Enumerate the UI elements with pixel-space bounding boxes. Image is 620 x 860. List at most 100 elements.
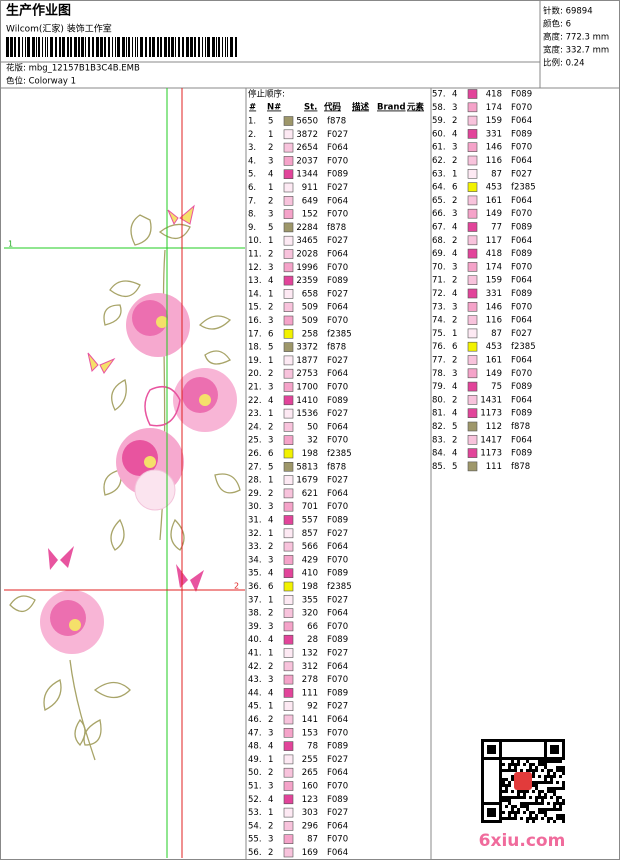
qr-module (514, 739, 517, 742)
needle-number: 5 (268, 223, 273, 233)
qr-module (520, 739, 523, 742)
row-number: 7. (248, 196, 256, 206)
stitch-count: 258 (302, 329, 318, 339)
qr-module (562, 748, 565, 751)
row-number: 5. (248, 170, 256, 180)
needle-number: 4 (268, 569, 273, 579)
color-swatch (283, 235, 294, 246)
qr-module (505, 796, 508, 799)
color-swatch (283, 249, 294, 259)
row-number: 60. (432, 129, 446, 139)
qr-module (481, 757, 484, 760)
color-swatch (283, 275, 294, 286)
bar (22, 37, 23, 57)
color-swatch (283, 342, 294, 352)
qr-module (493, 820, 496, 823)
qr-module (487, 802, 490, 805)
color-swatch (283, 714, 294, 725)
stitch-count: 509 (302, 303, 318, 313)
needle-number: 2 (452, 356, 457, 366)
needle-number: 4 (452, 449, 457, 459)
qr-module (499, 811, 502, 814)
qr-module (541, 790, 544, 793)
stitch-count: 1996 (296, 263, 318, 273)
qr-module (532, 775, 535, 778)
qr-module (532, 763, 535, 766)
row-number: 47. (248, 728, 262, 738)
needle-number: 3 (268, 263, 273, 273)
bar (149, 37, 151, 57)
row-number: 30. (248, 502, 262, 512)
stitch-count: 28 (307, 635, 318, 645)
qr-module (499, 748, 502, 751)
thread-code: f2385 (511, 342, 536, 352)
needle-number: 4 (452, 249, 457, 259)
qr-module (562, 754, 565, 757)
needle-number: 6 (268, 449, 273, 459)
needle-number: 2 (452, 435, 457, 445)
qr-module (553, 748, 556, 751)
qr-module (544, 766, 547, 769)
qr-module (550, 778, 553, 781)
thread-code: F070 (327, 383, 348, 393)
needle-number: 1 (268, 356, 273, 366)
bar (45, 37, 46, 57)
table-title: 停止顺序: (248, 89, 285, 100)
needle-number: 4 (268, 795, 273, 805)
thread-code: F089 (511, 223, 532, 233)
qr-module (535, 739, 538, 742)
qr-module (532, 757, 535, 760)
needle-number: 3 (268, 782, 273, 792)
color-swatch (467, 341, 478, 352)
qr-module (529, 766, 532, 769)
qr-module (511, 805, 514, 808)
bar (100, 37, 103, 57)
thread-code: F027 (327, 130, 348, 140)
qr-module (556, 817, 559, 820)
qr-module (499, 763, 502, 766)
stitch-count: 1679 (296, 476, 318, 486)
bar (36, 37, 37, 57)
qr-module (514, 763, 517, 766)
row-number: 52. (248, 795, 262, 805)
qr-module (514, 814, 517, 817)
qr-module (520, 817, 523, 820)
qr-module (520, 796, 523, 799)
row-number: 66. (432, 209, 446, 219)
thread-code: F027 (511, 169, 532, 179)
qr-module (562, 742, 565, 745)
color-swatch (283, 196, 294, 206)
qr-module (541, 799, 544, 802)
needle-number: 1 (268, 236, 273, 246)
needle-number: 3 (268, 555, 273, 565)
thread-code: F027 (327, 529, 348, 539)
thread-code: F027 (327, 289, 348, 299)
color-swatch (467, 408, 478, 419)
color-swatch (283, 448, 294, 459)
qr-module (562, 766, 565, 769)
qr-module (487, 814, 490, 817)
qr-module (511, 790, 514, 793)
row-number: 11. (248, 250, 262, 260)
stitch-count: 2284 (296, 223, 318, 233)
qr-module (547, 802, 550, 805)
barcode (6, 37, 237, 57)
flowers (40, 293, 237, 654)
stitch-count: 1173 (480, 409, 502, 419)
qr-module (499, 751, 502, 754)
row-number: 1. (248, 117, 256, 127)
needle-number: 2 (452, 156, 457, 166)
qr-module (496, 802, 499, 805)
needle-number: 6 (452, 342, 457, 352)
needle-number: 5 (268, 117, 273, 127)
needle-number: 4 (268, 516, 273, 526)
thread-code: F064 (327, 609, 348, 619)
bar (92, 37, 94, 57)
color-swatch (283, 528, 294, 539)
needle-number: 2 (268, 609, 273, 619)
color-swatch (467, 89, 478, 99)
qr-module (508, 769, 511, 772)
qr-module (481, 820, 484, 823)
qr-module (541, 763, 544, 766)
bar (117, 37, 120, 57)
